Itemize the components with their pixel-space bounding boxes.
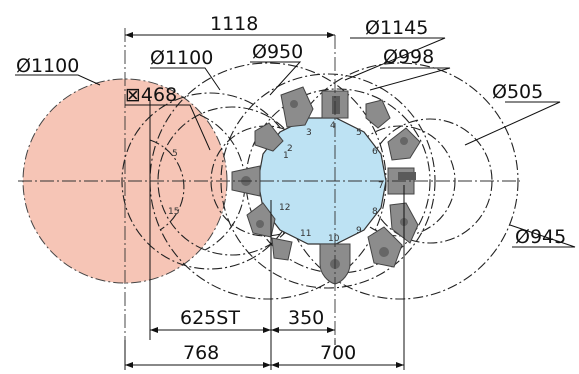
tool-holder-top-right [365, 99, 391, 129]
station-number: 1 [283, 151, 289, 161]
tool-holder-bottom-right [367, 226, 403, 268]
leader-phi505 [464, 101, 561, 146]
station-number: 8 [372, 207, 378, 217]
leader-phi998 [369, 67, 451, 91]
dim-phi1100-mid-label: Ø1100 [150, 47, 213, 69]
leader-phi1100-left [15, 74, 101, 86]
station-number: 10 [328, 234, 340, 244]
dim-1118-label: 1118 [210, 13, 258, 35]
chuck-arc-1 [199, 114, 246, 251]
chuck-number: 5 [172, 149, 178, 159]
station-number: 2 [287, 144, 293, 154]
arrow [327, 327, 335, 333]
dim-768-label: 768 [183, 342, 219, 364]
dim-phi945-label: Ø945 [515, 226, 566, 248]
arrow [327, 32, 335, 38]
arrow [271, 362, 279, 368]
dim-700-label: 700 [320, 342, 356, 364]
tool-holder-top-detail [332, 96, 340, 114]
turret-station-numbers: 1 2 3 4 5 6 7 8 9 10 11 12 [279, 121, 384, 244]
chuck-arc-2 [149, 139, 185, 231]
leader-phi1145 [344, 37, 446, 81]
arrow [396, 362, 404, 368]
station-number: 3 [306, 128, 312, 138]
tool-holder-left-lower [246, 202, 276, 238]
leader-sq468 [125, 104, 211, 151]
dim-sq468-label: ⊠468 [125, 84, 177, 106]
station-number: 4 [330, 121, 336, 131]
arrow [263, 362, 271, 368]
station-number: 6 [372, 147, 378, 157]
station-number: 9 [356, 226, 362, 236]
tool-holder-bottom-left [271, 237, 293, 261]
leaders: Ø1100 Ø1100 Ø950 Ø1145 Ø998 Ø505 Ø945 ⊠4… [15, 17, 576, 248]
tool-holder-top-left [280, 86, 314, 128]
tool-holder-left-lower-bolt [256, 220, 264, 228]
swing-circle-1145 [220, 73, 436, 289]
dim-phi950-label: Ø950 [252, 41, 303, 63]
arrow [125, 32, 133, 38]
station-number: 12 [279, 203, 290, 213]
dim-phi1100-left-label: Ø1100 [16, 55, 79, 77]
arrow [125, 362, 133, 368]
dim-350-label: 350 [288, 307, 324, 329]
tool-holder-left-upper [254, 122, 284, 152]
swing-circle-945-right [281, 62, 519, 300]
tool-holder-right-detail [398, 172, 416, 180]
station-number: 7 [378, 181, 384, 191]
station-number: 5 [356, 128, 362, 138]
station-number: 11 [300, 229, 311, 239]
arrow [271, 327, 279, 333]
dim-phi998-label: Ø998 [383, 46, 434, 68]
tool-holder-right-upper-bolt [400, 137, 408, 145]
arrow [263, 327, 271, 333]
tool-holder-top-left-bolt [290, 100, 298, 108]
chuck-number: 15 [168, 207, 179, 217]
leader-phi1100-mid [150, 67, 221, 91]
arrow [150, 327, 158, 333]
dim-phi1145-label: Ø1145 [365, 17, 428, 39]
dim-phi505-label: Ø505 [492, 81, 543, 103]
dim-625st-label: 625ST [180, 307, 240, 329]
tool-holder-bottom-right-bolt [379, 247, 389, 257]
leader-phi945 [509, 224, 576, 248]
leader-phi950 [250, 61, 302, 96]
